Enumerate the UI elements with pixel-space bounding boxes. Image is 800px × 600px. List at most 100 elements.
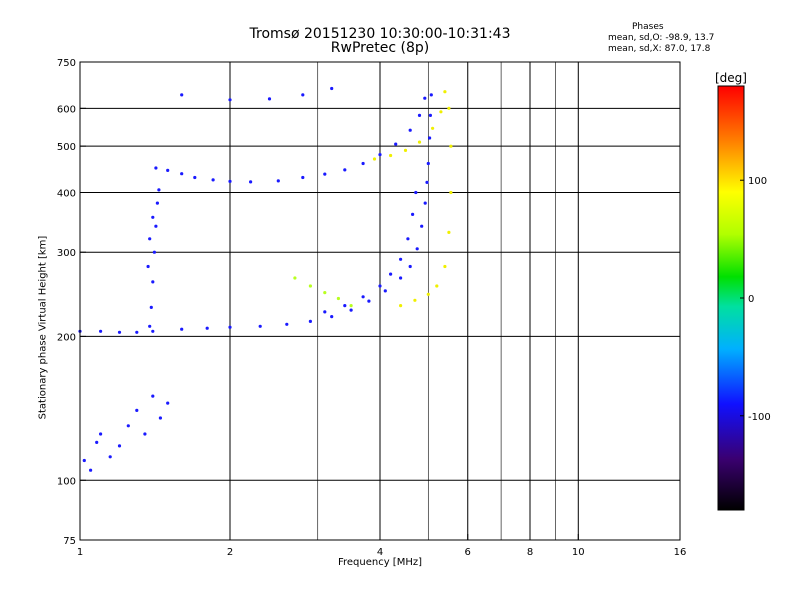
data-point <box>429 93 433 97</box>
data-point <box>414 190 418 195</box>
data-point <box>336 296 340 301</box>
data-point <box>151 394 155 398</box>
data-point <box>126 424 130 428</box>
x-tick-label: 16 <box>674 547 687 558</box>
data-point <box>301 93 305 97</box>
data-point <box>166 401 170 405</box>
data-point <box>408 128 412 132</box>
x-tick-label: 2 <box>227 547 233 558</box>
data-point <box>449 190 453 195</box>
data-point <box>420 224 424 228</box>
y-tick-label: 300 <box>57 248 76 259</box>
x-axis-label: Frequency [MHz] <box>337 557 423 568</box>
data-point <box>426 292 430 296</box>
data-point <box>148 324 152 328</box>
data-point <box>330 86 334 91</box>
y-tick-label: 600 <box>57 104 76 115</box>
data-point <box>228 325 232 329</box>
data-point <box>285 322 289 326</box>
data-point <box>447 230 451 234</box>
data-point <box>415 247 419 251</box>
y-tick-label: 200 <box>57 332 76 343</box>
phases-heading: Phases <box>632 22 664 32</box>
data-points <box>78 86 453 472</box>
data-point <box>389 272 393 276</box>
data-point <box>361 161 365 166</box>
data-point <box>425 180 429 184</box>
data-point <box>417 140 422 144</box>
data-point <box>155 201 159 205</box>
data-point <box>143 432 147 436</box>
data-point <box>180 327 184 331</box>
data-point <box>431 126 435 130</box>
data-point <box>276 179 280 183</box>
data-point <box>399 276 403 280</box>
data-point <box>330 315 334 319</box>
data-point <box>394 142 398 146</box>
y-tick-label: 400 <box>57 188 76 199</box>
data-point <box>349 304 353 308</box>
data-point <box>449 144 453 148</box>
colorbar-unit: [deg] <box>715 71 747 85</box>
o-mode-phase-stats: mean, sd,O: -98.9, 13.7 <box>608 33 715 43</box>
data-point <box>166 168 170 172</box>
data-point <box>258 324 262 328</box>
data-point <box>117 444 122 448</box>
data-point <box>95 440 99 444</box>
data-point <box>157 188 161 192</box>
data-point <box>151 215 155 219</box>
data-point <box>413 298 417 302</box>
data-point <box>399 257 403 261</box>
y-tick-label: 100 <box>57 476 76 487</box>
data-point <box>343 168 347 172</box>
data-point <box>135 330 139 334</box>
y-tick-label: 75 <box>63 536 76 547</box>
data-point <box>151 280 155 284</box>
data-point <box>403 148 408 152</box>
x-tick-label: 1 <box>77 547 83 558</box>
data-point <box>426 161 430 166</box>
data-point <box>82 458 86 463</box>
data-point <box>135 408 139 412</box>
x-tick-label: 8 <box>527 547 533 558</box>
data-point <box>408 264 412 269</box>
data-point <box>211 178 215 182</box>
data-point <box>399 304 403 308</box>
data-point <box>89 468 93 472</box>
data-point <box>117 330 122 334</box>
data-point <box>378 153 382 157</box>
data-point <box>367 299 371 303</box>
data-point <box>323 310 327 314</box>
data-point <box>443 90 447 94</box>
data-point <box>443 264 447 269</box>
data-point <box>193 175 197 180</box>
data-point <box>361 295 365 299</box>
data-point <box>411 212 415 216</box>
data-point <box>180 172 184 176</box>
data-point <box>151 329 155 333</box>
data-point <box>293 276 297 280</box>
data-point <box>154 224 158 228</box>
data-point <box>180 93 184 97</box>
data-point <box>267 97 272 101</box>
data-point <box>146 264 150 269</box>
data-point <box>152 250 156 254</box>
data-point <box>308 319 312 323</box>
data-point <box>428 113 432 117</box>
data-point <box>435 284 439 288</box>
data-point <box>158 416 162 420</box>
data-point <box>249 180 253 184</box>
data-point <box>323 172 327 176</box>
x-tick-label: 4 <box>377 547 383 558</box>
data-point <box>343 304 347 308</box>
data-point <box>323 291 327 295</box>
data-point <box>439 110 443 114</box>
data-point <box>99 329 103 333</box>
data-point <box>417 113 422 117</box>
colorbar-tick-label: 0 <box>748 294 754 305</box>
data-point <box>228 179 232 183</box>
plot-grid <box>80 62 680 540</box>
data-point <box>308 284 312 288</box>
data-point <box>389 153 393 158</box>
